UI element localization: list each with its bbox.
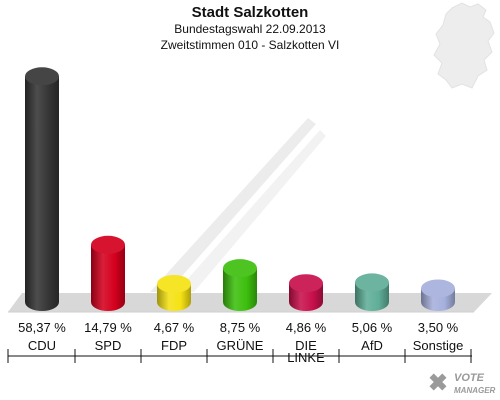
value-label: 14,79 % (84, 320, 132, 335)
bar-spd (91, 235, 125, 311)
bar-top (289, 274, 323, 293)
category-label: CDU (28, 338, 56, 353)
bar-body (91, 244, 125, 311)
vote-manager-logo: VOTE MANAGER (429, 372, 496, 395)
bar-top (25, 67, 59, 86)
district-subtitle: Zweitstimmen 010 - Salzkotten VI (161, 38, 340, 52)
category-label: SPD (95, 338, 122, 353)
category-label: FDP (161, 338, 187, 353)
value-label: 4,67 % (154, 320, 195, 335)
logo-text-manager: MANAGER (454, 386, 496, 395)
bar-top (355, 273, 389, 292)
germany-map-icon (433, 2, 495, 89)
bar-top (157, 274, 191, 293)
value-label: 58,37 % (18, 320, 66, 335)
page-title: Stadt Salzkotten (192, 4, 309, 21)
category-axis: CDU SPD FDP GRÜNE DIE LINKE AfD Sonstige (7, 338, 472, 365)
value-label: 4,86 % (286, 320, 327, 335)
bar-gr-ne (223, 259, 257, 311)
election-subtitle: Bundestagswahl 22.09.2013 (174, 22, 326, 36)
value-labels: 58,37 % 14,79 % 4,67 % 8,75 % 4,86 % 5,06 % 3,… (18, 320, 459, 335)
bar-sonstige (421, 279, 455, 311)
category-label: DIE LINKE (287, 338, 325, 365)
category-label: GRÜNE (217, 338, 264, 353)
background-band (150, 118, 316, 292)
bar-top (223, 259, 257, 278)
bar-cdu (25, 67, 59, 311)
value-label: 5,06 % (352, 320, 393, 335)
value-label: 3,50 % (418, 320, 459, 335)
bar-die-linke (289, 274, 323, 311)
logo-text-vote: VOTE (454, 372, 485, 384)
bar-body (25, 76, 59, 311)
background-band-2 (176, 130, 326, 292)
category-label: Sonstige (413, 338, 464, 353)
bar-series (25, 67, 455, 311)
bar-body (223, 268, 257, 311)
bar-top (91, 235, 125, 254)
category-label: AfD (361, 338, 383, 353)
bar-afd (355, 273, 389, 311)
value-label: 8,75 % (220, 320, 261, 335)
bar-fdp (157, 274, 191, 311)
bar-top (421, 279, 455, 298)
